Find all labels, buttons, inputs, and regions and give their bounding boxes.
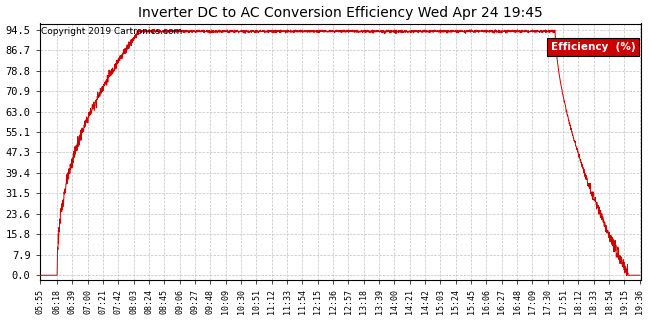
Text: Copyright 2019 Cartronics.com: Copyright 2019 Cartronics.com — [41, 27, 182, 36]
Title: Inverter DC to AC Conversion Efficiency Wed Apr 24 19:45: Inverter DC to AC Conversion Efficiency … — [138, 5, 543, 20]
Text: Efficiency  (%): Efficiency (%) — [551, 42, 636, 52]
FancyBboxPatch shape — [547, 38, 640, 56]
